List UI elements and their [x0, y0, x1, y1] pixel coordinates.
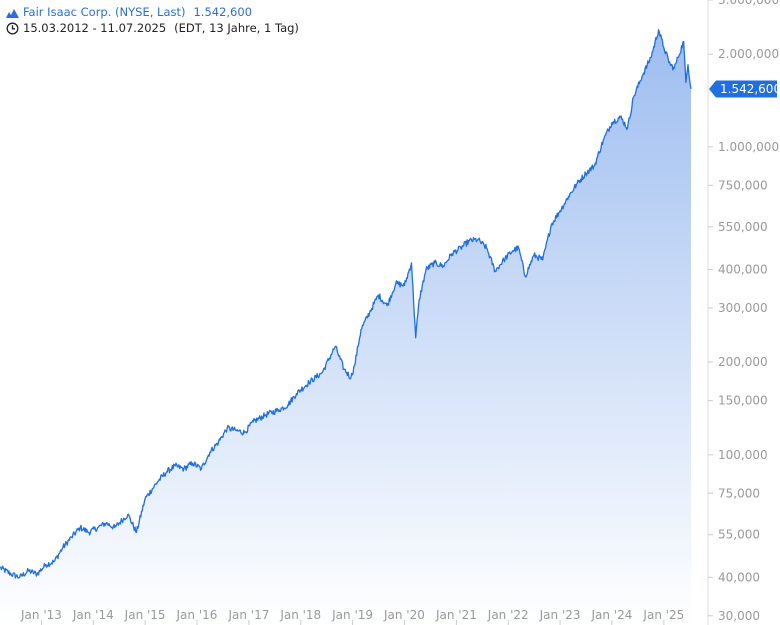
x-tick-label: Jan '18	[279, 608, 321, 622]
x-tick-label: Jan '16	[176, 608, 218, 622]
x-tick-label: Jan '22	[487, 608, 529, 622]
y-tick-label: 750,000	[718, 178, 768, 192]
chart-header: Fair Isaac Corp. (NYSE, Last) 1.542,600 …	[6, 4, 299, 36]
price-line	[0, 29, 692, 579]
y-tick-label: 3.000,000	[718, 0, 779, 7]
mountain-chart-icon	[6, 8, 19, 18]
x-tick-label: Jan '15	[124, 608, 166, 622]
y-tick-label: 550,000	[718, 220, 768, 234]
clock-icon	[6, 22, 19, 34]
y-axis: 3.000,000 2.000,000 1.000,000 750,000 550,00…	[708, 0, 779, 623]
date-row: 15.03.2012 - 11.07.2025 (EDT, 13 Jahre, …	[6, 20, 299, 36]
y-tick-label: 55,000	[718, 528, 760, 542]
y-tick-label: 30,000	[718, 609, 760, 623]
x-tick-label: Jan '23	[539, 608, 581, 622]
x-tick-label: Jan '21	[435, 608, 477, 622]
title-row: Fair Isaac Corp. (NYSE, Last) 1.542,600	[6, 4, 299, 20]
price-area	[0, 29, 691, 625]
x-tick-label: Jan '25	[642, 608, 684, 622]
last-value-badge-shape	[709, 80, 777, 98]
y-tick-label: 400,000	[718, 262, 768, 276]
x-tick-label: Jan '17	[227, 608, 269, 622]
date-range: 15.03.2012 - 11.07.2025	[23, 21, 167, 35]
y-tick-label: 200,000	[718, 355, 768, 369]
y-tick-label: 1.000,000	[718, 140, 779, 154]
y-tick-label: 100,000	[718, 448, 768, 462]
y-tick-label: 300,000	[718, 301, 768, 315]
y-tick-label: 40,000	[718, 570, 760, 584]
range-meta: (EDT, 13 Jahre, 1 Tag)	[174, 21, 299, 35]
x-tick-label: Jan '20	[383, 608, 425, 622]
last-value: 1.542,600	[193, 5, 253, 19]
y-tick-label: 150,000	[718, 394, 768, 408]
x-axis: Jan '13 Jan '14 Jan '15 Jan '16 Jan '17 Jan '…	[20, 608, 684, 625]
y-tick-label: 75,000	[718, 486, 760, 500]
x-tick-label: Jan '14	[72, 608, 114, 622]
y-tick-label: 2.000,000	[718, 47, 779, 61]
last-value-badge: 1.542,600	[709, 80, 780, 98]
x-tick-label: Jan '19	[331, 608, 373, 622]
last-value-badge-label: 1.542,600	[720, 82, 780, 96]
instrument-title[interactable]: Fair Isaac Corp. (NYSE, Last)	[23, 5, 186, 19]
x-tick-label: Jan '24	[590, 608, 632, 622]
x-tick-label: Jan '13	[20, 608, 62, 622]
